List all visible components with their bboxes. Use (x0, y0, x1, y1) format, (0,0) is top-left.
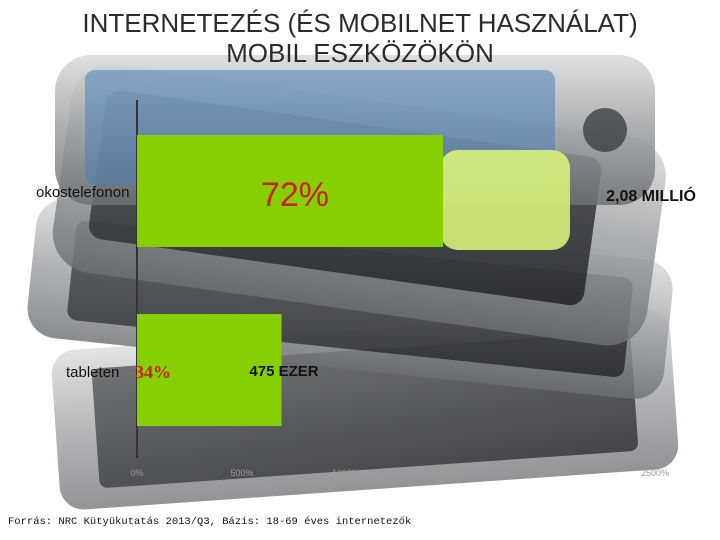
title-line-1: INTERNETEZÉS (ÉS MOBILNET HASZNÁLAT) (82, 8, 638, 38)
x-tick-label: 1500% (434, 468, 462, 478)
value-label-smartphone: 72% (261, 176, 329, 214)
x-tick-label: 1000% (332, 468, 360, 478)
side-label-smartphone: 2,08 MILLIÓ (606, 186, 696, 205)
title-line-2: MOBIL ESZKÖZÖKÖN (226, 38, 494, 68)
category-label-tablet: tableten (66, 364, 120, 381)
bar-okostelefonon (137, 135, 443, 247)
x-tick-label: 2000% (538, 468, 566, 478)
bar-tableten (137, 314, 282, 426)
value-label-tablet: 34% (135, 362, 171, 382)
x-tick-label: 0% (130, 468, 143, 478)
x-tick-label: 500% (230, 468, 253, 478)
page-title: INTERNETEZÉS (ÉS MOBILNET HASZNÁLAT) MOB… (0, 8, 720, 68)
side-label-tablet: 475 EZER (249, 363, 318, 380)
source-note: Forrás: NRC Kütyükutatás 2013/Q3, Bázis:… (8, 516, 412, 528)
category-label-smartphone: okostelefonon (36, 184, 130, 201)
x-tick-label: 2500% (641, 468, 669, 478)
